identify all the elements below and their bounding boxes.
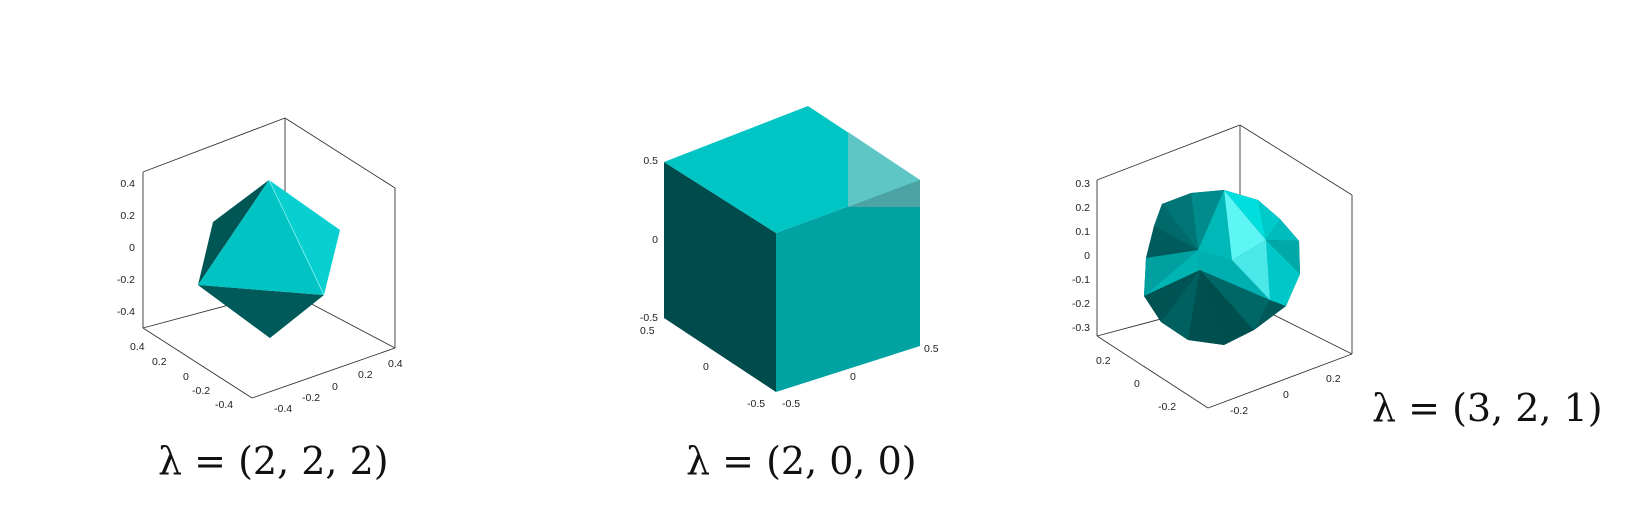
- z-tick: -0.5: [640, 312, 658, 324]
- cube-face-front: [776, 180, 920, 392]
- x-tick: 0.2: [1096, 355, 1111, 367]
- x-tick: 0: [703, 361, 709, 373]
- z-tick: 0: [652, 234, 658, 246]
- z-tick: 0.2: [1075, 202, 1090, 214]
- z-tick: 0.3: [1075, 178, 1090, 190]
- z-tick: 0.5: [643, 155, 658, 167]
- poly-face: [1232, 240, 1270, 300]
- octa-face-front: [198, 180, 324, 295]
- y-tick: -0.5: [782, 398, 800, 410]
- poly-face: [1198, 190, 1232, 260]
- axes-box-3: [1096, 124, 1353, 409]
- poly-face: [1191, 190, 1224, 250]
- octa-face-lower-front: [198, 285, 324, 338]
- z-ticks-3: 0.3 0.2 0.1 0 -0.1 -0.2 -0.3: [1072, 178, 1090, 334]
- polyhedron: [1144, 190, 1300, 345]
- x-tick: 0.2: [152, 356, 167, 368]
- z-tick: -0.2: [1072, 298, 1090, 310]
- caption-3: λ = (3, 2, 1): [1372, 386, 1603, 430]
- x-tick: -0.2: [1158, 401, 1176, 413]
- y-tick: 0: [1283, 389, 1289, 401]
- y-ticks-1: -0.4 -0.2 0 0.2 0.4: [274, 358, 403, 415]
- z-ticks-1: 0.4 0.2 0 -0.2 -0.4: [117, 178, 135, 318]
- z-tick: 0.4: [120, 178, 135, 190]
- cube: [664, 106, 920, 392]
- octahedron: [198, 179, 340, 338]
- x-tick: 0: [1134, 378, 1140, 390]
- y-tick: 0: [332, 381, 338, 393]
- poly-face: [1154, 204, 1198, 250]
- caption-1: λ = (2, 2, 2): [158, 439, 389, 483]
- poly-face: [1146, 226, 1198, 258]
- x-tick: 0.4: [130, 341, 145, 353]
- poly-face: [1200, 270, 1270, 330]
- poly-face: [1200, 270, 1254, 345]
- poly-face: [1254, 300, 1286, 330]
- x-tick: 0: [183, 371, 189, 383]
- z-tick: -0.1: [1072, 274, 1090, 286]
- x-ticks-2: 0.5 0 -0.5: [640, 325, 765, 410]
- y-tick: -0.2: [1230, 405, 1248, 417]
- z-tick: 0: [1084, 250, 1090, 262]
- panel-cube: 0.5 0 -0.5 0.5 0 -0.5 -0.5 0 0.5 λ = (2,…: [640, 106, 939, 483]
- y-tick: 0.2: [358, 369, 373, 381]
- panel-polyhedron: 0.3 0.2 0.1 0 -0.1 -0.2 -0.3 0.2 0 -0.2 …: [1072, 124, 1603, 430]
- z-tick: -0.3: [1072, 322, 1090, 334]
- y-tick: -0.2: [302, 392, 320, 404]
- y-ticks-3: -0.2 0 0.2: [1230, 373, 1341, 417]
- x-ticks-3: 0.2 0 -0.2: [1096, 355, 1176, 413]
- z-tick: -0.2: [117, 274, 135, 286]
- cube-face-transparent-top: [848, 132, 920, 207]
- cube-face-transparent-side: [848, 180, 920, 207]
- poly-face: [1188, 270, 1224, 345]
- caption-2: λ = (2, 0, 0): [686, 439, 917, 483]
- poly-face: [1224, 190, 1266, 240]
- poly-face: [1266, 219, 1299, 241]
- poly-face: [1162, 193, 1198, 250]
- y-tick: 0.2: [1326, 373, 1341, 385]
- y-tick: -0.4: [274, 403, 292, 415]
- x-ticks-1: 0.4 0.2 0 -0.2 -0.4: [130, 341, 233, 411]
- cube-face-left: [664, 162, 776, 392]
- poly-face: [1224, 190, 1266, 260]
- x-tick: -0.2: [192, 385, 210, 397]
- x-tick: 0.5: [640, 325, 655, 337]
- poly-face: [1144, 250, 1200, 296]
- z-tick: -0.4: [117, 306, 135, 318]
- octa-face-right: [269, 180, 340, 295]
- y-tick: 0.5: [924, 343, 939, 355]
- y-tick: 0: [850, 371, 856, 383]
- panel-octahedron: 0.4 0.2 0 -0.2 -0.4 0.4 0.2 0 -0.2 -0.4 …: [117, 117, 403, 483]
- poly-face: [1144, 270, 1200, 322]
- y-ticks-2: -0.5 0 0.5: [782, 343, 939, 410]
- x-tick: -0.4: [215, 399, 233, 411]
- z-tick: 0: [129, 242, 135, 254]
- y-tick: 0.4: [388, 358, 403, 370]
- poly-face: [1266, 240, 1300, 306]
- z-tick: 0.1: [1075, 226, 1090, 238]
- poly-face: [1161, 270, 1200, 340]
- z-ticks-2: 0.5 0 -0.5: [640, 155, 658, 324]
- z-tick: 0.2: [120, 210, 135, 222]
- poly-face: [1258, 200, 1280, 240]
- x-tick: -0.5: [747, 398, 765, 410]
